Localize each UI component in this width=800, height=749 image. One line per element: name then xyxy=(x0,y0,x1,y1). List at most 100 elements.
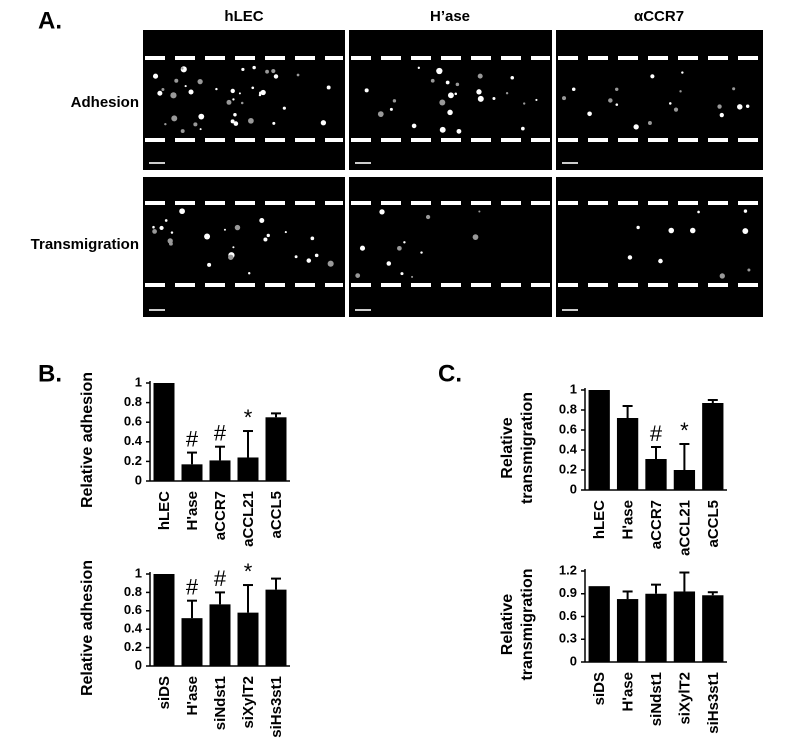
x-tick-label: siXylT2 xyxy=(676,672,693,725)
y-tick-label: 0 xyxy=(570,481,577,496)
significance-marker: * xyxy=(244,405,253,430)
bar xyxy=(702,595,724,662)
cell xyxy=(411,275,414,278)
cell xyxy=(689,227,696,234)
y-tick-label: 0.4 xyxy=(124,433,143,448)
row-label: Transmigration xyxy=(31,236,139,253)
cell xyxy=(669,102,672,105)
cell xyxy=(259,217,265,223)
cell xyxy=(425,214,431,220)
cell xyxy=(668,227,675,234)
bar xyxy=(181,618,203,666)
micrograph xyxy=(556,177,763,317)
cell xyxy=(456,128,462,134)
micrograph xyxy=(556,30,763,170)
cell xyxy=(377,111,384,117)
cell xyxy=(364,88,369,93)
cell xyxy=(159,225,164,231)
cell xyxy=(152,73,159,79)
micrograph xyxy=(349,177,552,317)
cell xyxy=(535,98,538,102)
panel-label: C. xyxy=(438,360,462,387)
y-tick-label: 0.4 xyxy=(559,441,578,456)
cell xyxy=(697,210,700,214)
bar xyxy=(616,418,639,490)
cell xyxy=(455,82,460,87)
bar xyxy=(616,599,639,662)
cell xyxy=(164,122,167,126)
y-tick-label: 0.8 xyxy=(124,584,142,599)
cell xyxy=(282,106,286,110)
y-tick-label: 0 xyxy=(135,472,142,487)
bar xyxy=(645,459,667,490)
cell xyxy=(241,67,245,72)
cell xyxy=(587,111,592,117)
cell xyxy=(197,78,203,85)
bar xyxy=(237,612,259,666)
cell xyxy=(477,95,484,102)
x-tick-label: aCCR7 xyxy=(648,500,665,549)
cell xyxy=(181,67,184,70)
y-axis-label: Relative adhesion xyxy=(79,560,96,696)
y-tick-label: 0.4 xyxy=(124,621,143,636)
cell xyxy=(447,109,453,116)
cell xyxy=(296,73,300,77)
x-tick-label: aCCL5 xyxy=(268,491,285,539)
cell xyxy=(647,121,652,125)
micrograph xyxy=(143,177,345,317)
cell xyxy=(232,246,235,249)
cell xyxy=(454,92,458,96)
cell xyxy=(327,260,334,267)
cell xyxy=(430,78,435,83)
y-axis-label: Relative xyxy=(499,594,516,655)
y-axis-label: Relative adhesion xyxy=(79,372,96,508)
cell xyxy=(447,92,454,99)
bar xyxy=(673,591,696,662)
y-tick-label: 0.2 xyxy=(124,639,142,654)
cell xyxy=(179,208,185,215)
cell xyxy=(207,262,212,267)
bar xyxy=(588,390,610,490)
cell xyxy=(238,92,241,95)
cell xyxy=(615,87,619,91)
cell xyxy=(389,107,393,111)
cell xyxy=(439,99,446,106)
x-tick-label: siHs3st1 xyxy=(705,672,722,734)
y-tick-label: 1 xyxy=(135,374,142,389)
y-tick-label: 0.9 xyxy=(559,585,577,600)
x-tick-label: H'ase xyxy=(184,491,201,530)
panel-label: A. xyxy=(38,7,62,34)
cell xyxy=(523,102,526,105)
significance-marker: # xyxy=(650,421,663,446)
cell xyxy=(636,225,640,230)
bar xyxy=(209,604,231,666)
cell xyxy=(314,253,319,258)
bar xyxy=(265,589,287,666)
cell xyxy=(266,233,270,238)
y-tick-label: 1.2 xyxy=(559,562,577,577)
cell xyxy=(521,126,525,131)
y-axis-label: transmigration xyxy=(519,568,536,680)
cell xyxy=(184,85,187,88)
cell xyxy=(745,104,750,108)
cell xyxy=(403,241,406,244)
cell xyxy=(742,228,749,234)
cell xyxy=(310,236,315,241)
cell xyxy=(164,219,168,222)
cell xyxy=(152,225,155,229)
cell xyxy=(478,210,481,213)
bar xyxy=(237,457,259,481)
cell xyxy=(157,90,163,96)
bar xyxy=(702,403,724,490)
cell xyxy=(436,67,443,75)
micrograph xyxy=(143,30,345,170)
cell xyxy=(608,98,613,103)
x-tick-label: siDS xyxy=(591,672,608,705)
cell xyxy=(265,69,269,74)
cell xyxy=(193,122,198,127)
y-tick-label: 0.2 xyxy=(124,453,142,468)
bar xyxy=(645,593,667,662)
cell xyxy=(271,68,276,74)
column-label: αCCR7 xyxy=(634,8,684,25)
cell xyxy=(420,251,423,254)
